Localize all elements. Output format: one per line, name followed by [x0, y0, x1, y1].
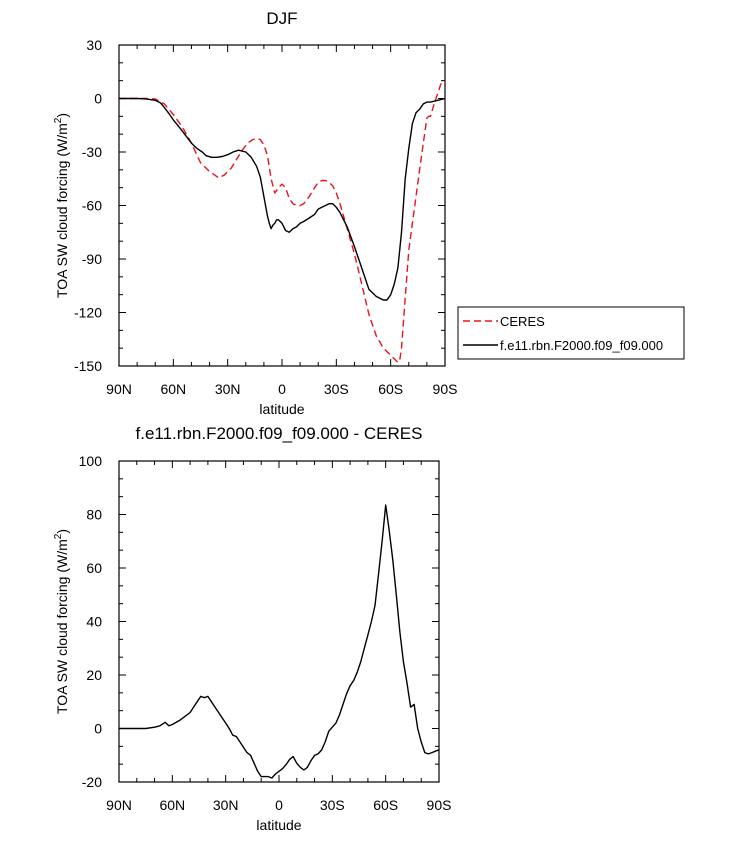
x-tick-label: 60S: [373, 797, 398, 813]
series-line-1: [119, 97, 446, 301]
series-line-0: [119, 504, 440, 779]
y-axis-label: TOA SW cloud forcing (W/m2): [53, 113, 70, 298]
y-axis-label-main: TOA SW cloud forcing (W/m: [54, 123, 70, 298]
x-tick-label: 30N: [213, 797, 239, 813]
y-tick-label: -20: [82, 774, 102, 790]
y-tick-label: -30: [82, 144, 102, 160]
y-tick-label: 0: [94, 91, 102, 107]
y-tick-label: 80: [86, 507, 102, 523]
x-tick-label: 30S: [320, 797, 345, 813]
y-tick-label: -60: [82, 198, 102, 214]
legend-box: [457, 306, 685, 360]
x-tick-label: 0: [278, 381, 286, 397]
y-axis-label-superscript: 2: [53, 117, 64, 123]
y-tick-label: -120: [74, 305, 102, 321]
y-tick-label: 100: [79, 453, 103, 469]
y-tick-label: 60: [86, 560, 102, 576]
chart-title: DJF: [266, 9, 297, 28]
y-axis-label: TOA SW cloud forcing (W/m2): [53, 529, 70, 714]
y-tick-label: 0: [94, 721, 102, 737]
x-tick-label: 60N: [160, 381, 186, 397]
plot-frame: [118, 44, 446, 367]
x-tick-label: 90S: [433, 381, 458, 397]
y-axis-label-end: ): [54, 529, 70, 534]
x-tick-label: 90N: [106, 381, 132, 397]
x-tick-label: 30N: [215, 381, 241, 397]
y-axis-label-main: TOA SW cloud forcing (W/m: [54, 539, 70, 714]
y-axis-label-end: ): [54, 113, 70, 118]
chart-title: f.e11.rbn.F2000.f09_f09.000 - CERES: [136, 424, 423, 443]
legend-label-1: f.e11.rbn.F2000.f09_f09.000: [500, 338, 663, 353]
x-tick-label: 60N: [159, 797, 185, 813]
x-tick-label: 60S: [378, 381, 403, 397]
series-line-0: [119, 81, 445, 364]
y-tick-label: -150: [74, 358, 102, 374]
x-axis-label: latitude: [259, 401, 304, 417]
plot-frame: [118, 460, 440, 783]
x-tick-label: 0: [275, 797, 283, 813]
x-axis-label: latitude: [256, 817, 301, 833]
x-tick-label: 30S: [324, 381, 349, 397]
chart-panel-difference: f.e11.rbn.F2000.f09_f09.000 - CERES 100 80…: [53, 424, 451, 833]
legend-label-0: CERES: [500, 314, 545, 329]
y-tick-label: 30: [86, 37, 102, 53]
x-tick-label: 90S: [427, 797, 452, 813]
y-tick-label: 40: [86, 614, 102, 630]
y-tick-label: -90: [82, 251, 102, 267]
x-tick-label: 90N: [106, 797, 132, 813]
y-tick-label: 20: [86, 667, 102, 683]
y-axis-label-superscript: 2: [53, 533, 64, 539]
